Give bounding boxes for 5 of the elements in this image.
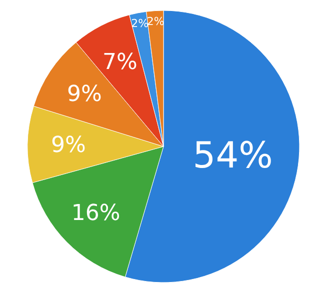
data-label: 54% xyxy=(192,135,273,176)
data-label: 9% xyxy=(51,132,86,158)
data-label: 7% xyxy=(102,50,138,76)
data-label: 16% xyxy=(71,201,120,226)
data-label: 9% xyxy=(66,82,102,107)
